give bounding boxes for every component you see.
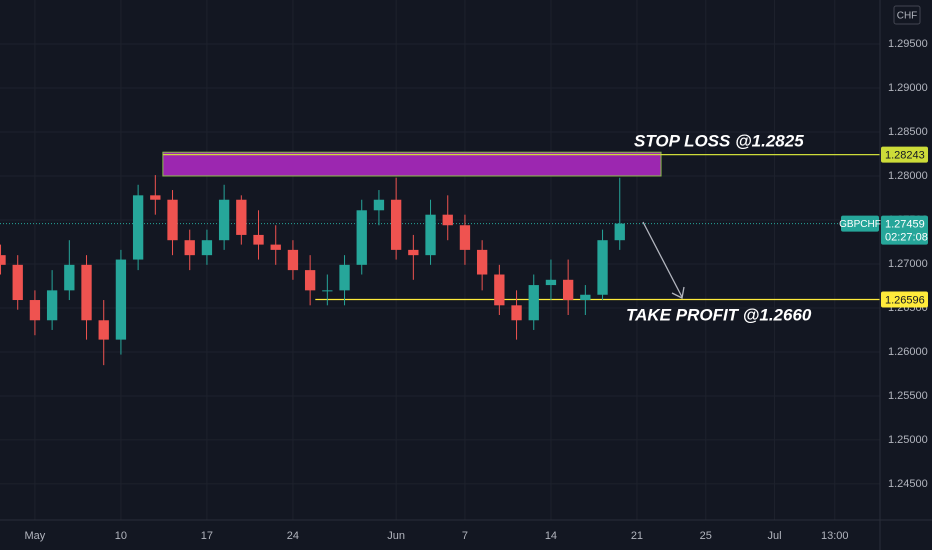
candle-body xyxy=(270,244,281,250)
candle-body xyxy=(597,240,608,295)
x-tick-label: May xyxy=(25,530,46,542)
candle-body xyxy=(167,199,178,241)
candle-body xyxy=(339,264,350,291)
x-tick-label: 14 xyxy=(545,530,557,542)
candle-body xyxy=(12,264,23,301)
x-tick-label: Jul xyxy=(768,530,782,542)
candle-body xyxy=(511,305,522,321)
candle-body xyxy=(390,199,402,250)
candle-body xyxy=(580,294,591,301)
candle-body xyxy=(98,320,109,340)
y-tick-label: 1.29000 xyxy=(888,82,928,94)
candle-body xyxy=(81,264,92,321)
x-tick-label: 7 xyxy=(462,530,468,542)
candle-body xyxy=(64,264,75,291)
candle-body xyxy=(287,249,299,271)
y-tick-label: 1.27000 xyxy=(888,258,928,270)
currency-box xyxy=(893,5,921,25)
candle-body xyxy=(545,279,557,286)
symbol-box xyxy=(841,215,879,232)
candle-body xyxy=(322,290,333,292)
arrow-head xyxy=(671,286,685,299)
candle-body xyxy=(614,223,625,241)
candle-body xyxy=(150,195,161,200)
y-tick-label: 1.26000 xyxy=(888,346,928,358)
symbol: GBPCHF xyxy=(839,219,881,230)
candle-body xyxy=(356,210,367,265)
candle-body xyxy=(46,290,58,321)
price-line-label: 1.26596 xyxy=(885,294,925,306)
candle-body xyxy=(115,259,127,340)
y-tick-label: 1.28000 xyxy=(888,170,928,182)
arrow xyxy=(642,221,683,298)
candle-body xyxy=(29,300,41,321)
y-tick-label: 1.28500 xyxy=(888,126,928,138)
candle-body xyxy=(476,249,488,275)
candle-body xyxy=(442,214,453,226)
price-line-label-box xyxy=(881,146,928,163)
x-tick-label: 24 xyxy=(287,530,299,542)
x-tick-label: 25 xyxy=(700,530,712,542)
last-price: 1.27459 xyxy=(885,218,925,230)
candle-body xyxy=(304,270,316,291)
stop-loss-zone xyxy=(162,151,662,177)
y-tick-label: 1.25000 xyxy=(888,434,928,446)
stop-loss-annotation: STOP LOSS @1.2825 xyxy=(634,131,804,150)
currency: CHF xyxy=(897,11,918,22)
countdown: 02:27:08 xyxy=(885,231,928,243)
price-line-label: 1.28243 xyxy=(885,149,925,161)
x-tick-label: 10 xyxy=(115,530,127,542)
candle-body xyxy=(132,195,144,260)
last-price-box xyxy=(881,215,928,245)
candle-body xyxy=(494,274,505,306)
x-tick-label: 13:00 xyxy=(821,530,849,542)
candle-body xyxy=(459,225,471,250)
y-tick-label: 1.24500 xyxy=(888,478,928,490)
candle-body xyxy=(253,234,264,245)
y-tick-label: 1.29500 xyxy=(888,38,928,50)
candle-body xyxy=(0,255,6,265)
price-line-label-box xyxy=(881,291,928,308)
x-tick-label: 21 xyxy=(631,530,643,542)
candle-body xyxy=(236,199,247,235)
candle-body xyxy=(218,199,230,241)
candle-body xyxy=(201,240,213,256)
candle-body xyxy=(373,199,385,211)
candle-body xyxy=(528,285,539,321)
x-tick-label: 17 xyxy=(201,530,213,542)
candle-body xyxy=(184,240,195,256)
candle-body xyxy=(562,279,574,301)
candle-body xyxy=(408,249,419,256)
y-tick-label: 1.25500 xyxy=(888,390,928,402)
take-profit-annotation: TAKE PROFIT @1.2660 xyxy=(626,305,812,324)
x-tick-label: Jun xyxy=(387,530,405,542)
candle-body xyxy=(425,214,436,256)
